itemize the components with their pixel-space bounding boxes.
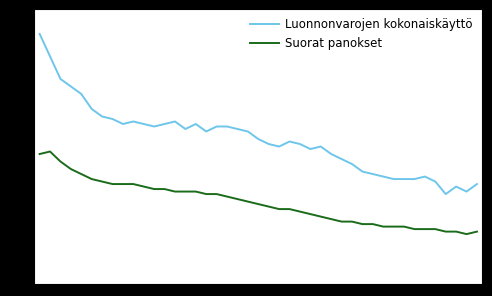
Luonnonvarojen kokonaiskäyttö bbox=[203, 130, 209, 133]
Suorat panokset bbox=[151, 187, 157, 191]
Suorat panokset bbox=[130, 182, 136, 186]
Suorat panokset bbox=[162, 187, 168, 191]
Luonnonvarojen kokonaiskäyttö bbox=[453, 185, 459, 188]
Luonnonvarojen kokonaiskäyttö bbox=[214, 125, 219, 128]
Luonnonvarojen kokonaiskäyttö bbox=[99, 115, 105, 118]
Suorat panokset bbox=[391, 225, 397, 229]
Suorat panokset bbox=[370, 222, 376, 226]
Suorat panokset bbox=[235, 197, 241, 201]
Luonnonvarojen kokonaiskäyttö bbox=[130, 120, 136, 123]
Suorat panokset bbox=[255, 202, 261, 206]
Luonnonvarojen kokonaiskäyttö bbox=[89, 107, 94, 111]
Suorat panokset bbox=[318, 215, 324, 218]
Suorat panokset bbox=[68, 167, 74, 171]
Luonnonvarojen kokonaiskäyttö bbox=[276, 145, 282, 148]
Luonnonvarojen kokonaiskäyttö bbox=[141, 122, 147, 126]
Suorat panokset bbox=[214, 192, 219, 196]
Suorat panokset bbox=[141, 185, 147, 188]
Luonnonvarojen kokonaiskäyttö bbox=[255, 137, 261, 141]
Suorat panokset bbox=[308, 212, 313, 216]
Suorat panokset bbox=[338, 220, 344, 223]
Suorat panokset bbox=[266, 205, 272, 208]
Suorat panokset bbox=[193, 190, 199, 193]
Suorat panokset bbox=[89, 177, 94, 181]
Luonnonvarojen kokonaiskäyttö bbox=[411, 177, 417, 181]
Luonnonvarojen kokonaiskäyttö bbox=[370, 172, 376, 176]
Luonnonvarojen kokonaiskäyttö bbox=[245, 130, 251, 133]
Suorat panokset bbox=[401, 225, 407, 229]
Line: Luonnonvarojen kokonaiskäyttö: Luonnonvarojen kokonaiskäyttö bbox=[40, 34, 477, 194]
Luonnonvarojen kokonaiskäyttö bbox=[318, 145, 324, 148]
Suorat panokset bbox=[47, 150, 53, 153]
Suorat panokset bbox=[245, 200, 251, 203]
Luonnonvarojen kokonaiskäyttö bbox=[68, 85, 74, 88]
Suorat panokset bbox=[78, 172, 84, 176]
Suorat panokset bbox=[453, 230, 459, 233]
Suorat panokset bbox=[411, 227, 417, 231]
Luonnonvarojen kokonaiskäyttö bbox=[360, 170, 366, 173]
Luonnonvarojen kokonaiskäyttö bbox=[422, 175, 428, 178]
Luonnonvarojen kokonaiskäyttö bbox=[224, 125, 230, 128]
Luonnonvarojen kokonaiskäyttö bbox=[78, 92, 84, 96]
Suorat panokset bbox=[360, 222, 366, 226]
Luonnonvarojen kokonaiskäyttö bbox=[286, 140, 292, 143]
Luonnonvarojen kokonaiskäyttö bbox=[193, 122, 199, 126]
Luonnonvarojen kokonaiskäyttö bbox=[183, 127, 188, 131]
Suorat panokset bbox=[328, 217, 334, 221]
Luonnonvarojen kokonaiskäyttö bbox=[162, 122, 168, 126]
Luonnonvarojen kokonaiskäyttö bbox=[338, 157, 344, 161]
Luonnonvarojen kokonaiskäyttö bbox=[432, 180, 438, 183]
Suorat panokset bbox=[203, 192, 209, 196]
Luonnonvarojen kokonaiskäyttö bbox=[235, 127, 241, 131]
Luonnonvarojen kokonaiskäyttö bbox=[151, 125, 157, 128]
Suorat panokset bbox=[432, 227, 438, 231]
Luonnonvarojen kokonaiskäyttö bbox=[47, 55, 53, 58]
Luonnonvarojen kokonaiskäyttö bbox=[328, 152, 334, 156]
Suorat panokset bbox=[286, 207, 292, 211]
Luonnonvarojen kokonaiskäyttö bbox=[110, 117, 116, 121]
Luonnonvarojen kokonaiskäyttö bbox=[349, 162, 355, 166]
Luonnonvarojen kokonaiskäyttö bbox=[474, 182, 480, 186]
Suorat panokset bbox=[99, 180, 105, 183]
Suorat panokset bbox=[37, 152, 43, 156]
Luonnonvarojen kokonaiskäyttö bbox=[120, 122, 126, 126]
Suorat panokset bbox=[172, 190, 178, 193]
Luonnonvarojen kokonaiskäyttö bbox=[380, 175, 386, 178]
Luonnonvarojen kokonaiskäyttö bbox=[266, 142, 272, 146]
Luonnonvarojen kokonaiskäyttö bbox=[401, 177, 407, 181]
Luonnonvarojen kokonaiskäyttö bbox=[297, 142, 303, 146]
Suorat panokset bbox=[120, 182, 126, 186]
Luonnonvarojen kokonaiskäyttö bbox=[37, 32, 43, 36]
Suorat panokset bbox=[422, 227, 428, 231]
Suorat panokset bbox=[443, 230, 449, 233]
Suorat panokset bbox=[276, 207, 282, 211]
Suorat panokset bbox=[463, 232, 469, 236]
Luonnonvarojen kokonaiskäyttö bbox=[308, 147, 313, 151]
Line: Suorat panokset: Suorat panokset bbox=[40, 152, 477, 234]
Suorat panokset bbox=[349, 220, 355, 223]
Suorat panokset bbox=[183, 190, 188, 193]
Luonnonvarojen kokonaiskäyttö bbox=[463, 190, 469, 193]
Luonnonvarojen kokonaiskäyttö bbox=[58, 77, 63, 81]
Suorat panokset bbox=[224, 195, 230, 198]
Legend: Luonnonvarojen kokonaiskäyttö, Suorat panokset: Luonnonvarojen kokonaiskäyttö, Suorat pa… bbox=[246, 15, 476, 54]
Suorat panokset bbox=[58, 160, 63, 163]
Suorat panokset bbox=[110, 182, 116, 186]
Suorat panokset bbox=[297, 210, 303, 213]
Suorat panokset bbox=[380, 225, 386, 229]
Luonnonvarojen kokonaiskäyttö bbox=[172, 120, 178, 123]
Luonnonvarojen kokonaiskäyttö bbox=[391, 177, 397, 181]
Luonnonvarojen kokonaiskäyttö bbox=[443, 192, 449, 196]
Suorat panokset bbox=[474, 230, 480, 233]
